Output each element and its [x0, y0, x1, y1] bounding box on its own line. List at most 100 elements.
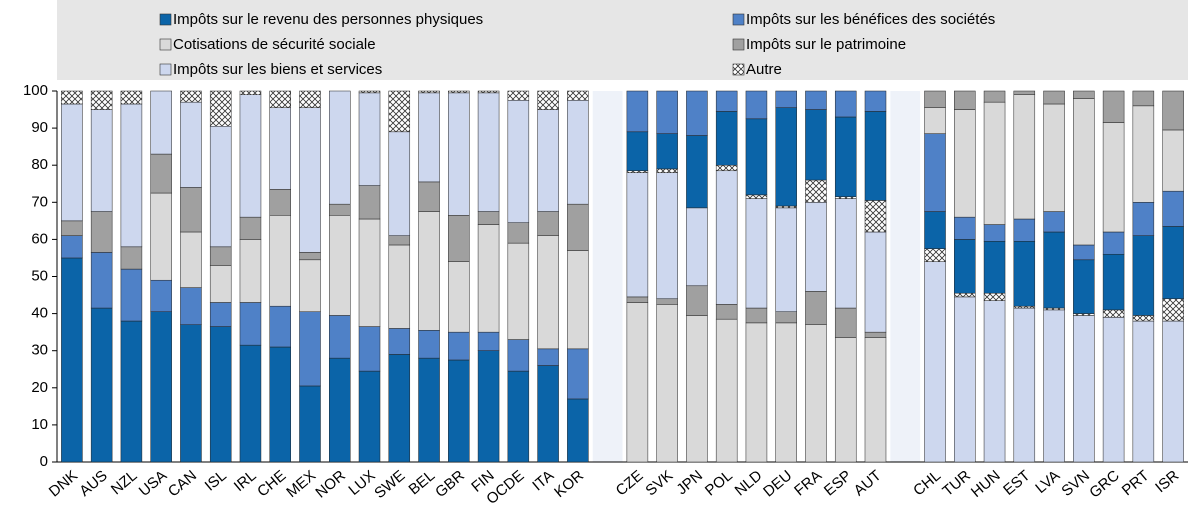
y-tick-label: 30 — [31, 342, 48, 359]
bar-segment — [537, 211, 559, 236]
bar-segment — [448, 90, 470, 94]
bar-segment — [745, 194, 768, 199]
bar-segment — [477, 211, 500, 225]
legend-swatch — [159, 63, 172, 76]
bar-segment — [1013, 241, 1036, 307]
bar-segment — [1102, 253, 1125, 311]
bar-segment — [1102, 90, 1125, 123]
x-tick-label: GBR — [432, 467, 468, 501]
bar-segment — [537, 109, 559, 212]
bar-segment — [715, 111, 738, 166]
bar-segment — [1162, 226, 1184, 300]
bar-segment — [567, 203, 589, 251]
legend-box — [57, 0, 1188, 80]
bar-segment — [864, 231, 887, 333]
bar-segment — [1162, 129, 1184, 192]
bar-segment — [388, 235, 411, 246]
bar-segment — [1102, 317, 1125, 463]
bar-segment — [418, 330, 440, 359]
bar-segment — [477, 90, 500, 94]
bar-segment — [180, 101, 202, 188]
bar-segment — [1132, 202, 1155, 236]
bar-segment — [90, 307, 113, 463]
bar-segment — [329, 203, 351, 216]
y-tick-label: 80 — [31, 156, 48, 173]
bar-segment — [358, 370, 381, 463]
bar-segment — [61, 235, 83, 259]
bar-segment — [745, 90, 768, 120]
y-tick-label: 70 — [31, 193, 48, 210]
group-gap — [890, 91, 921, 462]
bar-segment — [61, 220, 83, 236]
legend-label: Cotisations de sécurité sociale — [173, 36, 376, 53]
bar-segment — [120, 246, 143, 270]
x-tick-label: EST — [1000, 467, 1033, 499]
bar-segment — [1132, 315, 1155, 322]
bar-segment — [656, 168, 678, 173]
bar-segment — [388, 90, 411, 133]
bar-segment — [150, 192, 172, 281]
bar-segment — [388, 354, 411, 463]
bar-segment — [805, 179, 827, 203]
x-tick-label: ISL — [202, 467, 230, 494]
bar-segment — [626, 302, 649, 463]
bar-segment — [864, 337, 887, 463]
legend-swatch — [732, 13, 745, 26]
bar-segment — [150, 279, 172, 312]
bar-segment — [1132, 105, 1155, 203]
x-tick-label: AUS — [76, 467, 111, 500]
x-tick-label: FRA — [791, 467, 825, 499]
y-tick-label: 50 — [31, 267, 48, 284]
legend-swatch — [159, 38, 172, 51]
bar-segment — [1043, 231, 1065, 309]
legend-swatch — [732, 63, 745, 76]
bar-segment — [656, 298, 678, 305]
bar-segment — [626, 172, 649, 298]
bar-segment — [239, 94, 262, 218]
bar-segment — [329, 357, 351, 463]
bar-segment — [1013, 305, 1036, 309]
bar-segment — [448, 215, 470, 262]
y-tick-label: 40 — [31, 305, 48, 322]
bar-segment — [715, 90, 738, 112]
bar-segment — [924, 133, 946, 212]
x-tick-label: ESP — [821, 467, 855, 499]
bar-segment — [477, 224, 500, 333]
bar-segment — [90, 252, 113, 309]
bar-segment — [805, 291, 827, 325]
bar-segment — [745, 118, 768, 196]
bar-segment — [715, 304, 738, 320]
bar-segment — [1043, 211, 1065, 233]
x-tick-label: SVN — [1058, 467, 1093, 500]
bar-segment — [90, 90, 113, 110]
y-tick-label: 10 — [31, 416, 48, 433]
bar-segment — [239, 344, 262, 463]
legend-swatch — [159, 13, 172, 26]
legend-label: Impôts sur le revenu des personnes physi… — [173, 11, 483, 28]
bar-segment — [686, 315, 708, 463]
bar-segment — [715, 170, 738, 305]
bar-segment — [686, 90, 708, 136]
bar-segment — [507, 370, 530, 463]
x-tick-label: SWE — [371, 467, 408, 502]
bar-segment — [805, 90, 827, 110]
bar-segment — [358, 185, 381, 220]
x-tick-label: DNK — [46, 467, 81, 500]
bar-segment — [448, 92, 470, 216]
bar-segment — [418, 90, 440, 94]
bar-segment — [329, 215, 351, 316]
bar-segment — [983, 224, 1006, 242]
bar-segment — [299, 259, 321, 312]
bar-segment — [954, 292, 976, 298]
bar-segment — [656, 90, 678, 134]
bar-segment — [120, 320, 143, 463]
bar-segment — [507, 90, 530, 101]
bar-segment — [983, 90, 1006, 103]
bar-segment — [239, 239, 262, 303]
bar-segment — [239, 90, 262, 95]
bar-segment — [448, 359, 470, 463]
x-tick-label: GRC — [1086, 467, 1123, 502]
bar-segment — [180, 187, 202, 233]
bar-segment — [805, 202, 827, 292]
